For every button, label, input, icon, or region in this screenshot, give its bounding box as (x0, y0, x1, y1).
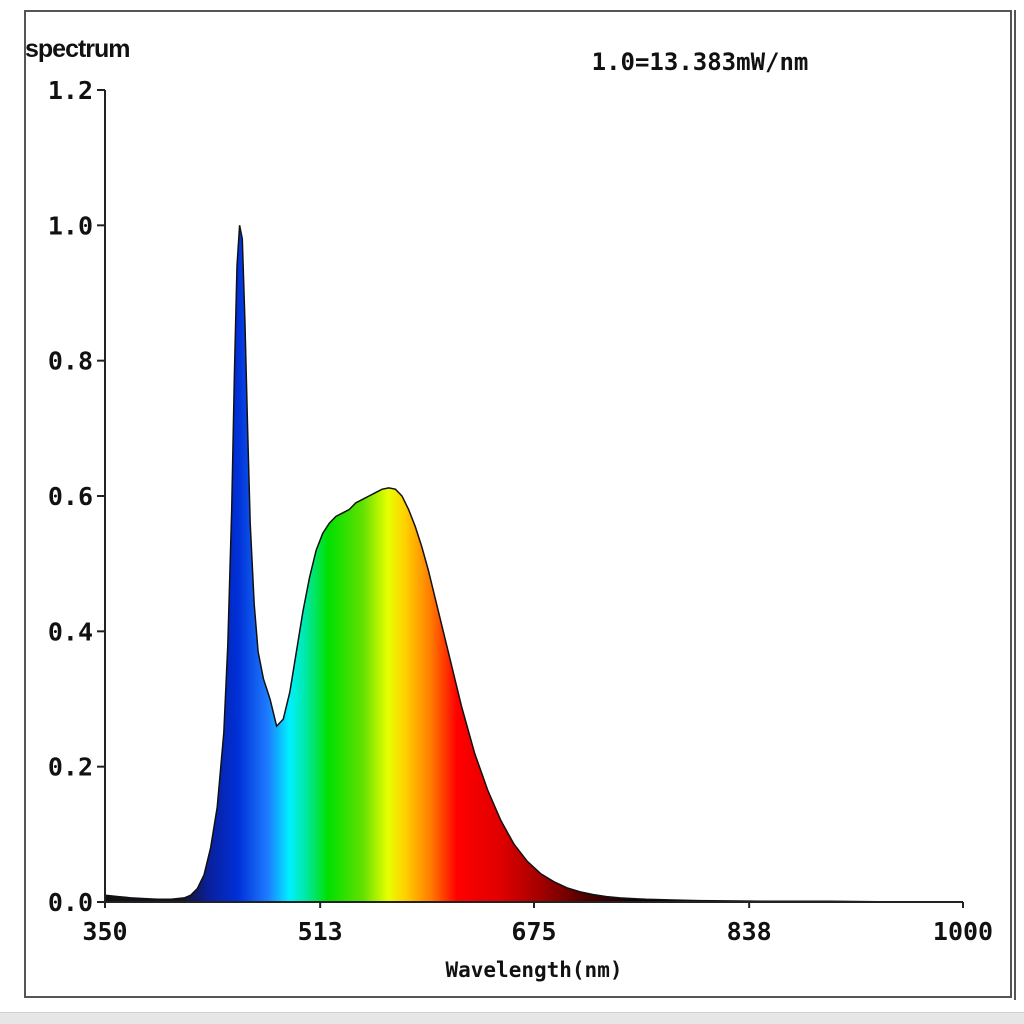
x-tick-label: 1000 (933, 917, 993, 946)
y-tick-label: 1.2 (48, 76, 93, 105)
ticks: 0.0 0.2 0.4 0.6 0.8 1.0 1.2 350 513 675 838 1000 (48, 76, 993, 946)
y-tick-label: 0.8 (48, 347, 93, 376)
scale-note: 1.0=13.383mW/nm (592, 48, 809, 76)
x-tick-label: 675 (511, 917, 556, 946)
window-edge (1014, 10, 1016, 1000)
x-tick-label: 350 (82, 917, 127, 946)
y-tick-label: 0.2 (48, 753, 93, 782)
chart-frame (24, 10, 1012, 998)
plot-area (104, 225, 963, 903)
y-tick-label: 0.0 (48, 888, 93, 917)
y-tick-label: 0.4 (48, 617, 93, 646)
y-tick-label: 0.6 (48, 482, 93, 511)
spectrum-area (104, 225, 963, 903)
chart-title: spectrum (25, 35, 130, 63)
x-tick-label: 513 (298, 917, 343, 946)
status-strip (0, 1012, 1024, 1024)
y-tick-label: 1.0 (48, 211, 93, 240)
x-axis-label: Wavelength(nm) (445, 958, 622, 982)
x-tick-label: 838 (727, 917, 772, 946)
